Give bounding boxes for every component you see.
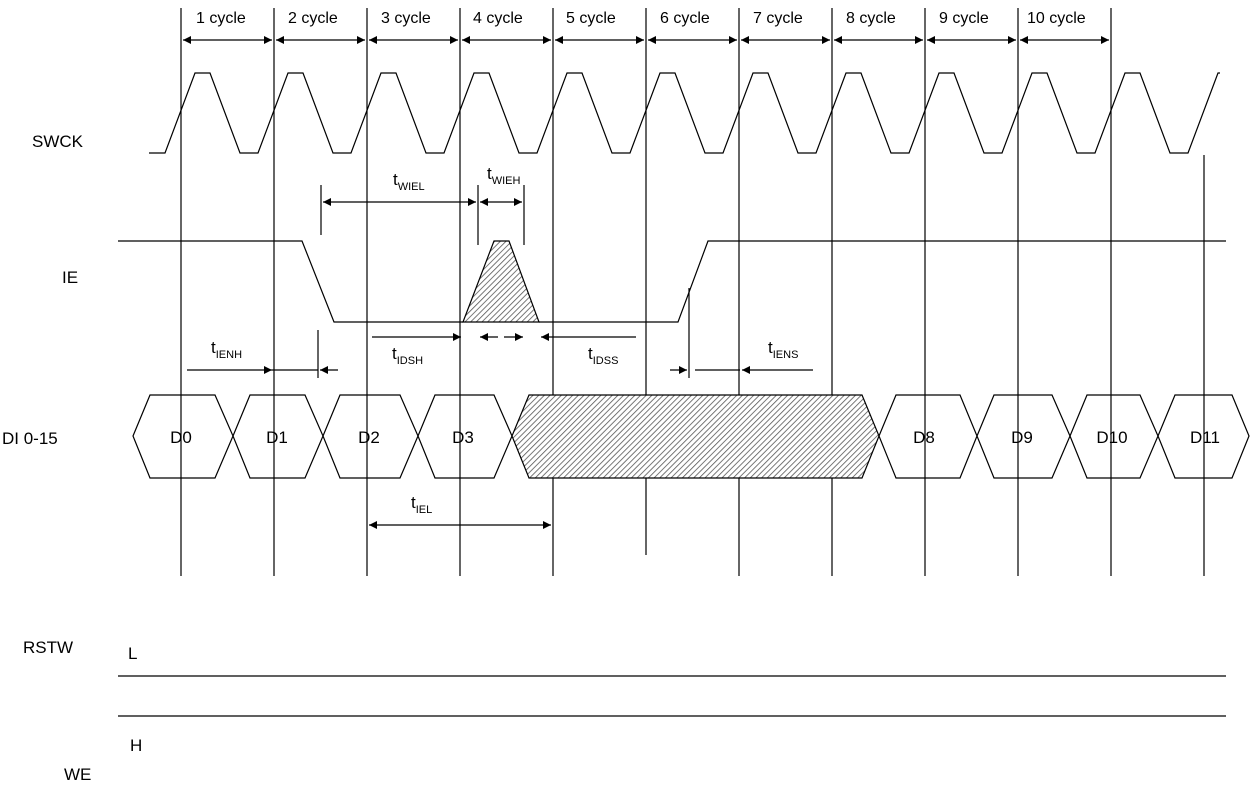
di-label-d9: D9 — [1011, 428, 1033, 447]
cycle-label-8: 8 cycle — [846, 10, 896, 27]
di-label-d0: D0 — [170, 428, 192, 447]
ie-glitch-hatched — [462, 240, 540, 323]
di-label-d2: D2 — [358, 428, 380, 447]
twieh-label: tWIEH — [487, 164, 521, 187]
di-label-d10: D10 — [1096, 428, 1127, 447]
cycle-label-4: 4 cycle — [473, 10, 523, 27]
cycle-gridlines — [180, 8, 1205, 576]
we-level-label: H — [130, 736, 142, 755]
cycle-label-5: 5 cycle — [566, 10, 616, 27]
cycle-label-9: 9 cycle — [939, 10, 989, 27]
cycle-label-3: 3 cycle — [381, 10, 431, 27]
twiel-label: tWIEL — [393, 170, 425, 193]
tiel-label: tIEL — [411, 493, 432, 516]
tiens-label: tIENS — [768, 338, 798, 361]
di-bus: D0 D1 D2 D3 D8 D9 D10 D11 — [132, 394, 1250, 479]
swck-waveform — [149, 72, 1220, 154]
signal-label-we: WE — [64, 765, 91, 784]
tidsh-label: tIDSH — [392, 344, 423, 367]
cycle-label-6: 6 cycle — [660, 10, 710, 27]
ie-waveform — [118, 240, 1226, 323]
tidss-label: tIDSS — [588, 344, 618, 367]
signal-label-ie: IE — [62, 268, 78, 287]
timing-annotations: tWIEL tWIEH tIENH tIDSH tIDSS tIENS tIEL — [187, 164, 813, 529]
di-label-d8: D8 — [913, 428, 935, 447]
cycle-label-10: 10 cycle — [1027, 10, 1086, 27]
signal-label-swck: SWCK — [32, 132, 84, 151]
rstw-level-label: L — [128, 644, 137, 663]
di-label-d3: D3 — [452, 428, 474, 447]
cycle-label-7: 7 cycle — [753, 10, 803, 27]
signal-label-di: DI 0-15 — [2, 429, 58, 448]
di-invalid-region — [511, 394, 880, 479]
cycle-label-2: 2 cycle — [288, 10, 338, 27]
cycle-label-1: 1 cycle — [196, 10, 246, 27]
di-word-d11 — [1157, 394, 1250, 479]
di-label-d11: D11 — [1190, 428, 1220, 447]
cycle-annotations: 1 cycle 2 cycle 3 cycle 4 cycle 5 cycle … — [183, 10, 1109, 44]
di-label-d1: D1 — [266, 428, 288, 447]
tienh-label: tIENH — [211, 338, 242, 361]
signal-label-rstw: RSTW — [23, 638, 73, 657]
